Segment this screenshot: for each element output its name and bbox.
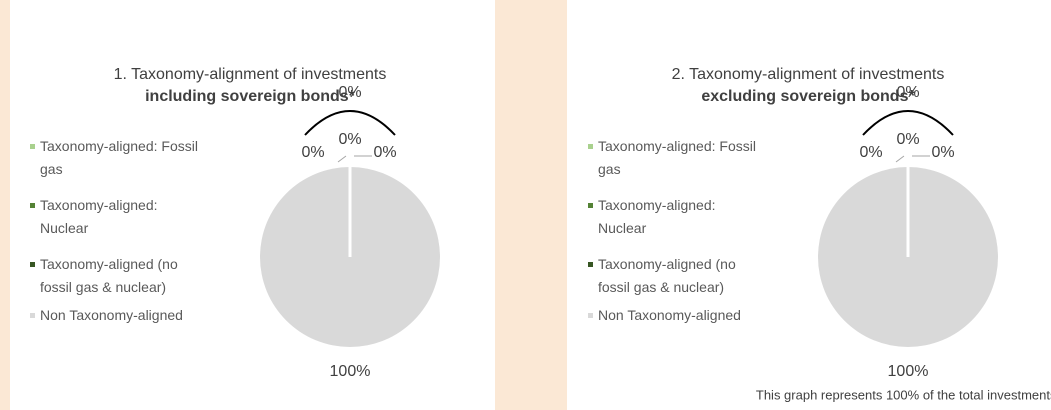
legend-item: Non Taxonomy-aligned: [588, 304, 758, 327]
legend-label: Taxonomy-aligned (no fossil gas & nuclea…: [40, 256, 178, 295]
legend-label: Taxonomy-aligned: Fossil gas: [40, 138, 198, 177]
data-label: 100%: [888, 363, 929, 380]
legend-swatch: [30, 313, 35, 318]
legend-swatch: [588, 144, 593, 149]
data-label: 0%: [931, 144, 954, 161]
legend-label: Non Taxonomy-aligned: [40, 307, 183, 323]
legend-swatch: [588, 313, 593, 318]
data-label: 0%: [373, 144, 396, 161]
legend-item: Taxonomy-aligned (no fossil gas & nuclea…: [30, 253, 200, 299]
data-label: 0%: [301, 144, 324, 161]
chart-subtitle: including sovereign bonds*: [145, 88, 356, 105]
legend-label: Non Taxonomy-aligned: [598, 307, 741, 323]
annotation: 0%: [338, 84, 361, 101]
legend-swatch: [30, 262, 35, 267]
legend-swatch: [588, 262, 593, 267]
chart-subtitle: excluding sovereign bonds*: [701, 88, 915, 105]
legend-item: Taxonomy-aligned (no fossil gas & nuclea…: [588, 253, 758, 299]
callout-arc: [862, 110, 954, 136]
data-label: 0%: [859, 144, 882, 161]
annotation: 0%: [896, 84, 919, 101]
legend-item: Taxonomy-aligned: Nuclear: [588, 194, 758, 240]
leader: [895, 155, 930, 163]
legend-label: Taxonomy-aligned: Fossil gas: [598, 138, 756, 177]
legend-swatch: [30, 144, 35, 149]
legend-item: Taxonomy-aligned: Fossil gas: [588, 135, 758, 181]
legend-item: Non Taxonomy-aligned: [30, 304, 200, 327]
legend-item: Taxonomy-aligned: Fossil gas: [30, 135, 200, 181]
legend-label: Taxonomy-aligned (no fossil gas & nuclea…: [598, 256, 736, 295]
leader: [337, 155, 372, 163]
data-label: 100%: [330, 363, 371, 380]
legend-swatch: [30, 203, 35, 208]
data-label: 0%: [896, 131, 919, 148]
legend-item: Taxonomy-aligned: Nuclear: [30, 194, 200, 240]
legend-swatch: [588, 203, 593, 208]
footnote: This graph represents 100% of the total …: [756, 387, 1051, 402]
chart-title: 2. Taxonomy-alignment of investments: [672, 66, 945, 83]
legend-label: Taxonomy-aligned: Nuclear: [598, 197, 716, 236]
chart-title: 1. Taxonomy-alignment of investments: [114, 66, 387, 83]
legend-label: Taxonomy-aligned: Nuclear: [40, 197, 158, 236]
data-label: 0%: [338, 131, 361, 148]
callout-arc: [304, 110, 396, 136]
